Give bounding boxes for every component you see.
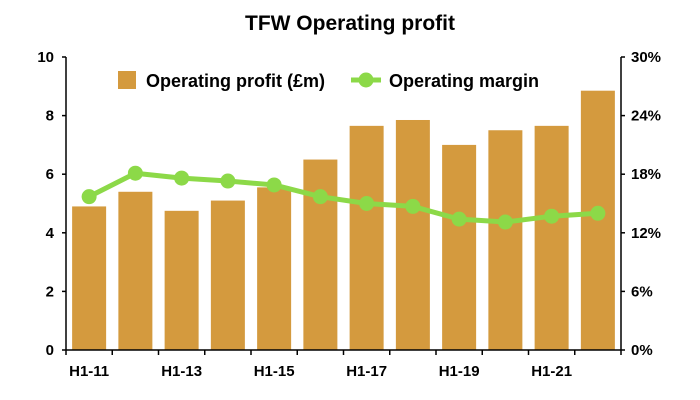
y-right-tick-label: 0% (631, 342, 653, 359)
x-tick-label: H1-21 (531, 363, 572, 380)
bars-group (72, 90, 615, 351)
margin-point-H1-14 (220, 173, 236, 189)
bar-H1-13 (164, 210, 199, 350)
x-tick-label: H1-19 (439, 363, 480, 380)
bar-H1-12 (118, 191, 153, 350)
margin-point-H1-15 (266, 177, 282, 193)
y-left-tick-label: 4 (46, 225, 55, 242)
x-tick-label: H1-11 (69, 363, 109, 380)
margin-point-H1-11 (81, 189, 97, 205)
chart-title: TFW Operating profit (245, 12, 455, 35)
y-left-tick-label: 8 (46, 108, 54, 125)
margin-point-H1-19 (451, 211, 467, 227)
legend-swatch-operating-profit (118, 71, 136, 89)
bar-H1-20 (488, 130, 523, 350)
margin-point-H1-20 (497, 214, 513, 230)
x-tick-label: H1-13 (161, 363, 202, 380)
legend-label-operating-margin: Operating margin (389, 71, 539, 91)
operating-margin-line (87, 170, 599, 225)
margin-point-H1-12 (127, 165, 143, 181)
bar-H1-16 (303, 159, 338, 350)
y-right-tick-label: 24% (631, 108, 661, 125)
y-left-tick-label: 0 (46, 342, 54, 359)
y-right-tick-label: 12% (631, 225, 661, 242)
x-tick-label: H1-17 (346, 363, 387, 380)
y-left-tick-label: 2 (46, 283, 54, 300)
margin-point-H1-22 (590, 205, 606, 221)
margin-point-H1-18 (405, 198, 421, 214)
margin-point-H1-13 (174, 170, 190, 186)
bar-H1-17 (349, 125, 384, 350)
bar-H1-18 (395, 119, 430, 351)
margin-point-H1-17 (359, 196, 375, 211)
y-right-tick-label: 18% (631, 166, 661, 183)
y-left-tick-label: 10 (37, 49, 54, 66)
bar-H1-19 (442, 144, 477, 350)
x-tick-label: H1-15 (254, 363, 295, 380)
margin-line-group (81, 165, 606, 230)
bar-H1-15 (257, 187, 292, 350)
y-left-tick-label: 6 (46, 166, 54, 183)
bar-H1-21 (534, 125, 569, 350)
y-right-tick-label: 30% (631, 49, 661, 66)
bar-H1-14 (210, 200, 245, 350)
legend-marker-operating-margin (358, 72, 374, 88)
y-right-tick-label: 6% (631, 283, 653, 300)
margin-point-H1-21 (544, 208, 560, 224)
legend-label-operating-profit: Operating profit (£m) (146, 71, 325, 91)
margin-point-H1-16 (312, 189, 328, 205)
bar-H1-11 (72, 206, 107, 350)
axes-group: 0 2 4 6 8 10 0% 6% 12% 18% 24% 30% H1-11 H1-13 H1-15 H1… (37, 49, 661, 380)
legend: Operating profit (£m) Operating margin (118, 71, 539, 91)
